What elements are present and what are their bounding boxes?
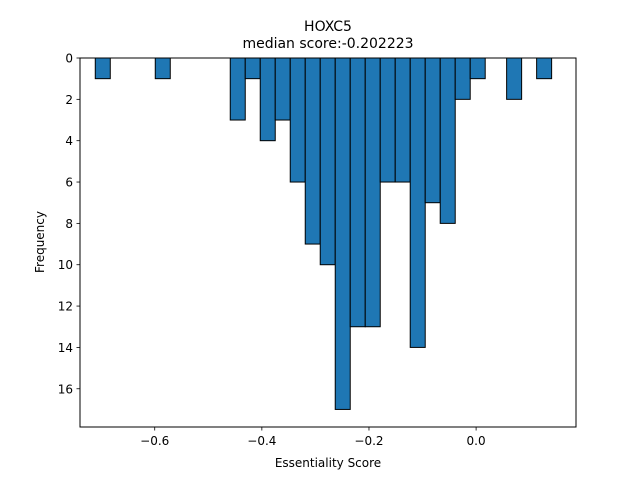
histogram-bar: [439, 57, 456, 224]
y-tick-label: 10: [58, 258, 73, 272]
histogram-bar: [409, 57, 426, 348]
histogram-bar: [319, 57, 336, 266]
histogram-bar: [274, 57, 291, 121]
bars-group: [94, 57, 553, 410]
histogram-bar: [304, 57, 321, 245]
x-axis-label: Essentiality Score: [275, 456, 381, 470]
x-tick-label: −0.2: [354, 434, 383, 448]
chart-title: HOXC5: [304, 19, 352, 35]
y-tick-label: 14: [58, 341, 73, 355]
y-tick-label: 4: [65, 134, 73, 148]
y-tick-label: 16: [58, 382, 73, 396]
histogram-bar: [244, 57, 261, 80]
y-tick-label: 8: [65, 217, 73, 231]
histogram-bar: [229, 57, 246, 121]
x-ticks-group: −0.6 −0.4 −0.2 0.0: [140, 427, 486, 448]
y-tick-label: 0: [65, 52, 73, 66]
chart-subtitle: median score:-0.202223: [242, 36, 413, 52]
x-tick-label: −0.4: [247, 434, 276, 448]
histogram-bar: [154, 57, 171, 80]
histogram-bar: [454, 57, 471, 100]
histogram-bar: [394, 57, 411, 183]
x-tick-label: 0.0: [467, 434, 486, 448]
y-tick-label: 6: [65, 176, 73, 190]
histogram-bar: [94, 57, 111, 80]
histogram-bar: [424, 57, 441, 204]
histogram-bar: [536, 57, 553, 80]
histogram-bar: [259, 57, 276, 142]
histogram-bar: [349, 57, 366, 328]
x-tick-label: −0.6: [140, 434, 169, 448]
plot-frame: [79, 57, 577, 428]
histogram-bar: [469, 57, 486, 80]
histogram-bar: [364, 57, 381, 328]
y-axis-label: Frequency: [33, 211, 47, 273]
histogram-bar: [289, 57, 306, 183]
histogram-bar: [334, 57, 351, 410]
y-ticks-group: 0 2 4 6 8 10 12 14 16: [58, 52, 80, 396]
y-tick-label: 12: [58, 300, 73, 314]
y-tick-label: 2: [65, 93, 73, 107]
histogram-bar: [379, 57, 396, 183]
histogram-bar: [506, 57, 523, 100]
